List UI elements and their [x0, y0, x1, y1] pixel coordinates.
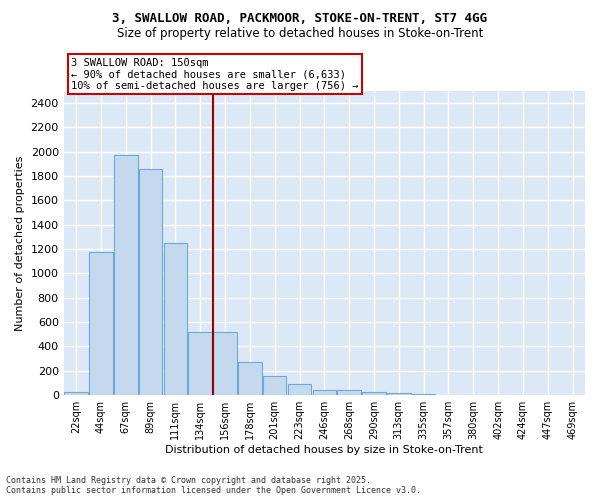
- Bar: [412, 394, 436, 395]
- Bar: [213, 332, 237, 395]
- Bar: [387, 394, 410, 395]
- Bar: [362, 392, 386, 395]
- Y-axis label: Number of detached properties: Number of detached properties: [15, 156, 25, 330]
- X-axis label: Distribution of detached houses by size in Stoke-on-Trent: Distribution of detached houses by size …: [166, 445, 483, 455]
- Bar: [313, 390, 336, 395]
- Bar: [164, 243, 187, 395]
- Bar: [188, 332, 212, 395]
- Bar: [114, 154, 137, 395]
- Text: 3 SWALLOW ROAD: 150sqm
← 90% of detached houses are smaller (6,633)
10% of semi-: 3 SWALLOW ROAD: 150sqm ← 90% of detached…: [71, 58, 359, 90]
- Bar: [64, 392, 88, 395]
- Bar: [89, 252, 113, 395]
- Bar: [139, 168, 163, 395]
- Text: Contains HM Land Registry data © Crown copyright and database right 2025.
Contai: Contains HM Land Registry data © Crown c…: [6, 476, 421, 495]
- Bar: [238, 362, 262, 395]
- Bar: [263, 376, 286, 395]
- Text: 3, SWALLOW ROAD, PACKMOOR, STOKE-ON-TRENT, ST7 4GG: 3, SWALLOW ROAD, PACKMOOR, STOKE-ON-TREN…: [113, 12, 487, 26]
- Bar: [288, 384, 311, 395]
- Text: Size of property relative to detached houses in Stoke-on-Trent: Size of property relative to detached ho…: [117, 28, 483, 40]
- Bar: [337, 390, 361, 395]
- Bar: [437, 394, 460, 395]
